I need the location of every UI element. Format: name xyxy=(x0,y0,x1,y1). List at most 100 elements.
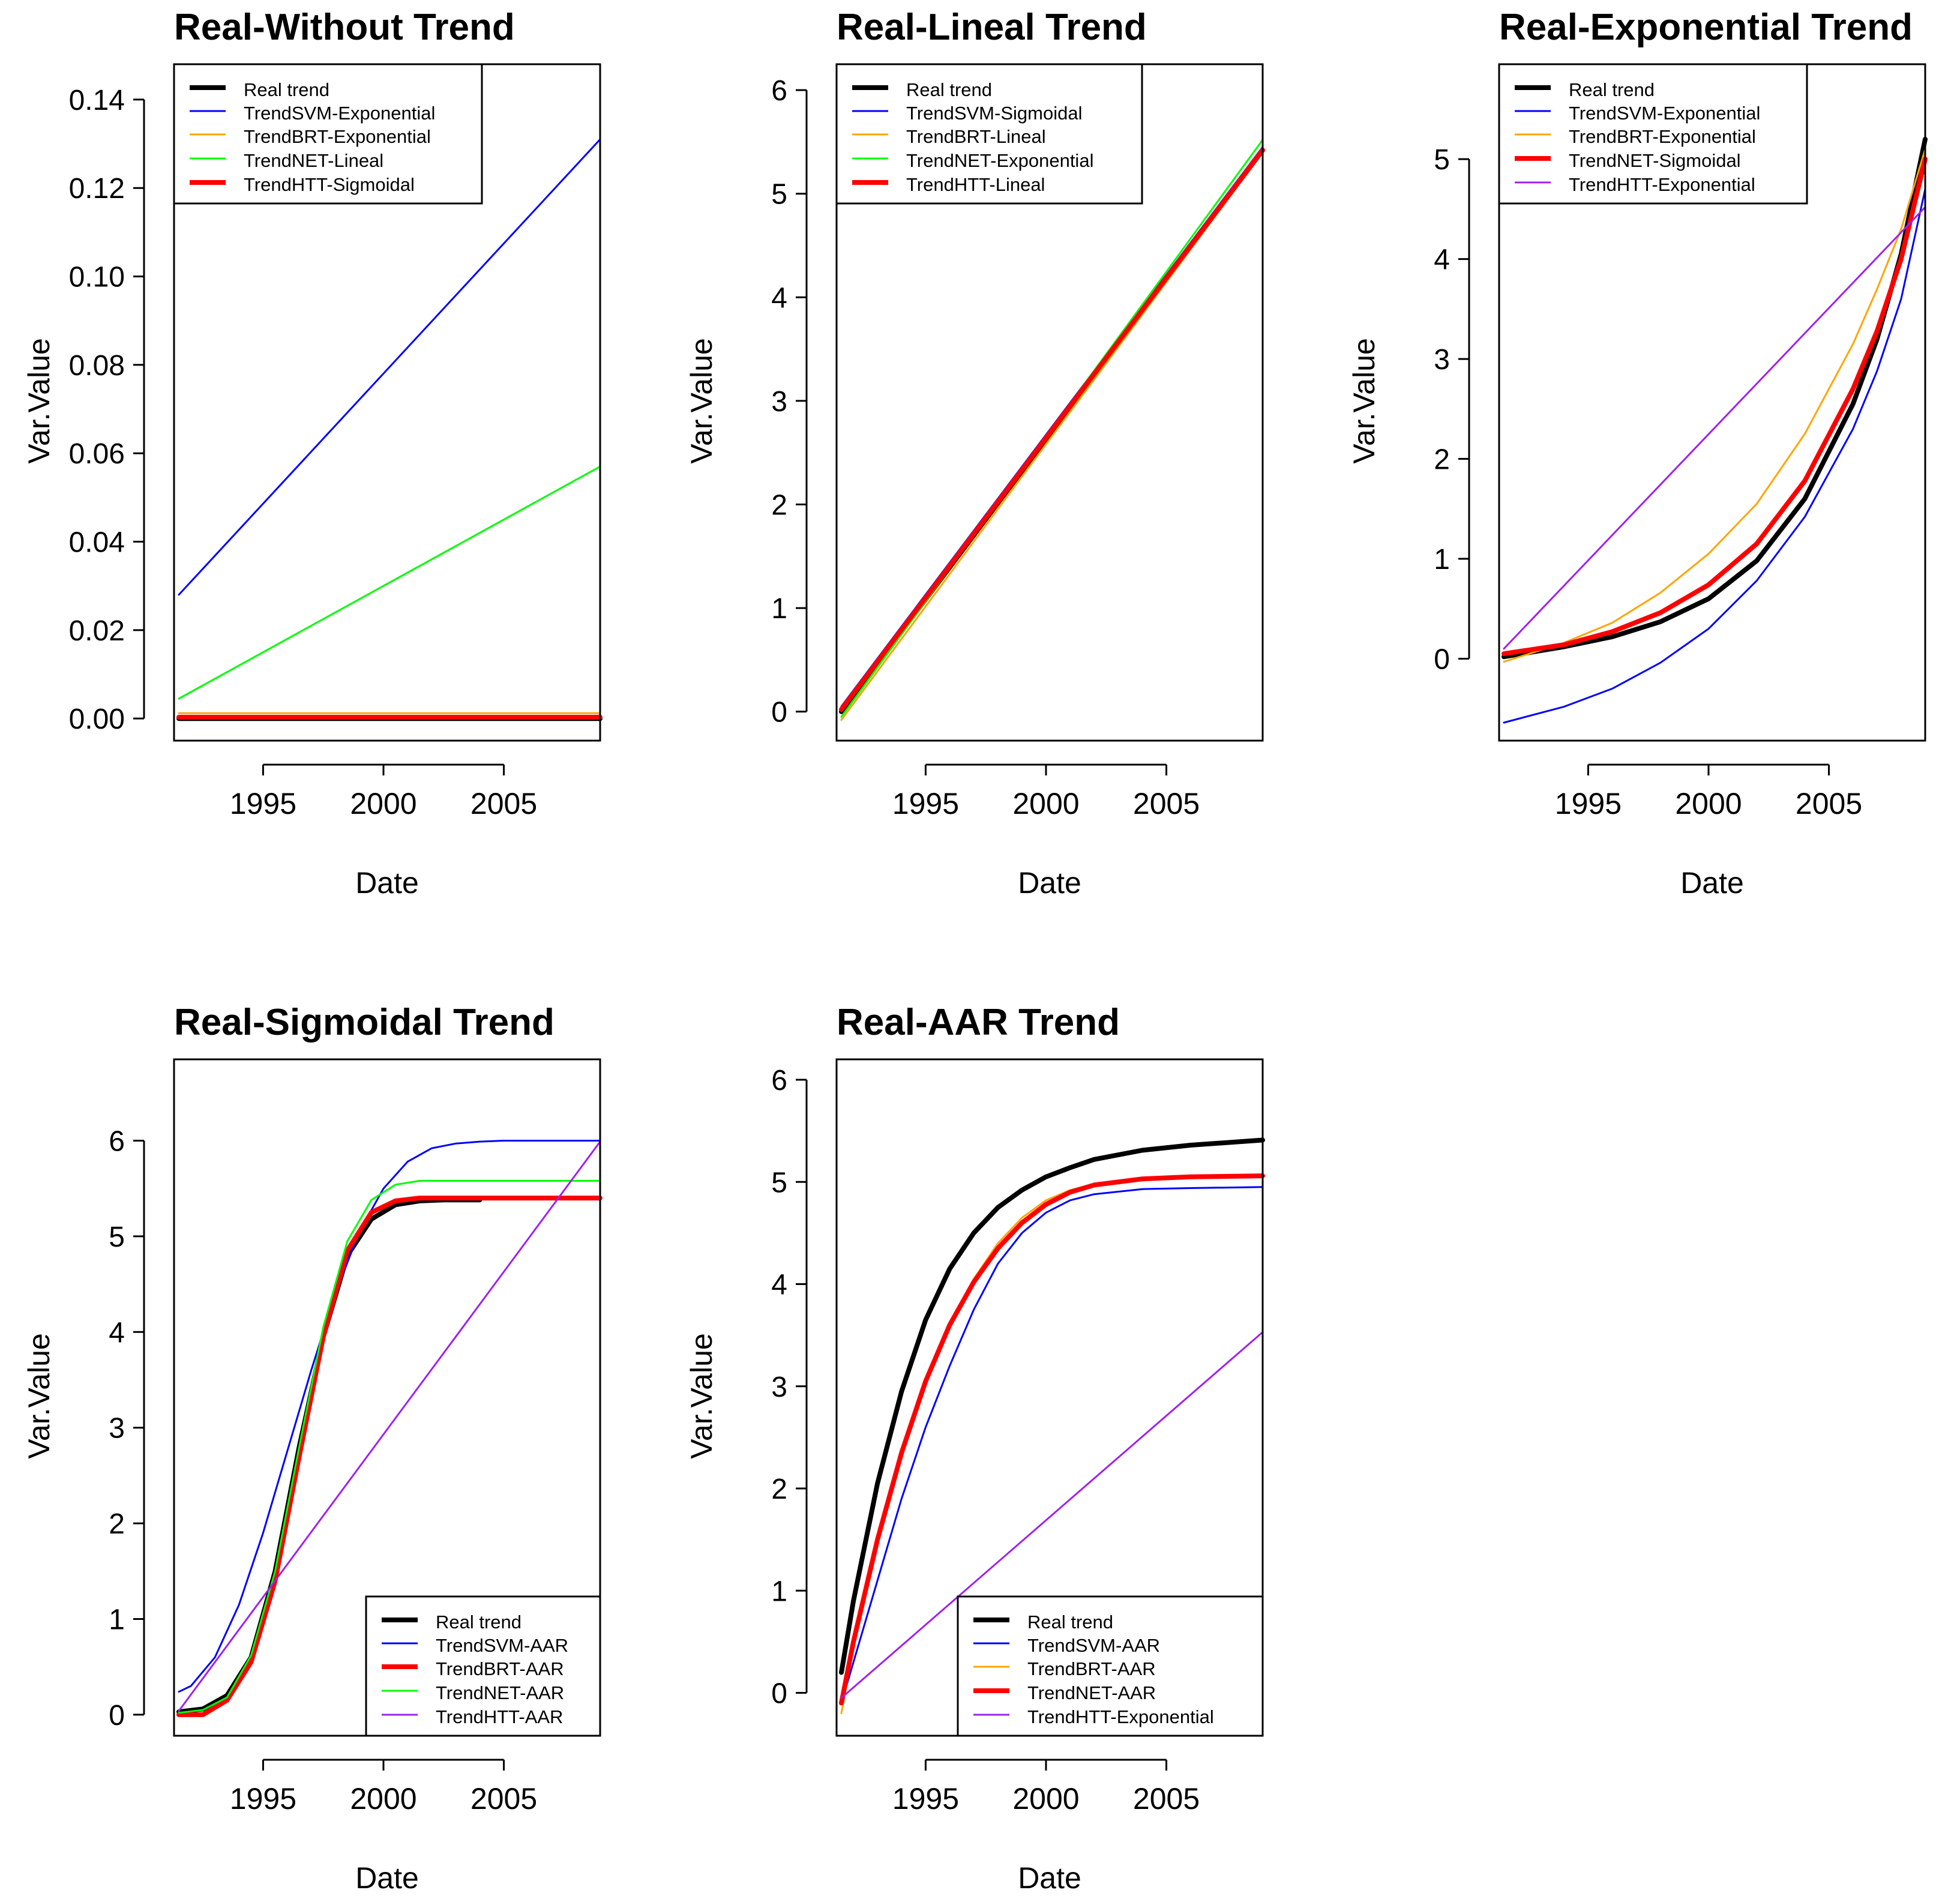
y-tick-label: 1 xyxy=(771,1575,787,1607)
series-line xyxy=(178,465,601,700)
legend-item: Real trend xyxy=(190,79,329,100)
y-tick-label: 2 xyxy=(771,1473,787,1505)
y-tick-label: 0.10 xyxy=(69,262,125,293)
legend-label: Real trend xyxy=(1027,1612,1113,1633)
legend-item: TrendHTT-Exponential xyxy=(1515,174,1755,195)
legend-label: TrendBRT-Exponential xyxy=(1569,126,1756,147)
legend-label: TrendNET-Lineal xyxy=(244,150,383,171)
legend-label: TrendNET-Sigmoidal xyxy=(1569,150,1741,171)
legend-item: TrendNET-Lineal xyxy=(190,150,383,171)
panel-real-without-trend: Real-Without Trend Var.Value Date 0.000.… xyxy=(22,7,603,900)
x-axis: 1995 2000 2005 xyxy=(230,1759,537,1816)
legend-item: TrendBRT-Lineal xyxy=(852,126,1046,147)
x-tick-label: 2005 xyxy=(1133,787,1200,820)
legend: Real trend TrendSVM-Exponential TrendBRT… xyxy=(173,63,483,205)
y-axis-label: Var.Value xyxy=(685,1333,718,1458)
panel-real-aar-trend: Real-AAR Trend Var.Value Date 0 1 2 3 4 5 6 19… xyxy=(685,1002,1265,1895)
y-tick-label: 6 xyxy=(109,1125,125,1157)
legend: Real trend TrendSVM-AAR TrendBRT-AAR Tre… xyxy=(365,1595,601,1737)
x-tick-label: 2005 xyxy=(1796,787,1862,820)
legend-item: TrendNET-AAR xyxy=(973,1682,1156,1703)
y-tick-label: 1 xyxy=(1434,544,1450,576)
y-tick-label: 0.00 xyxy=(69,703,125,735)
series-line xyxy=(1503,188,1926,724)
legend-label: TrendHTT-AAR xyxy=(436,1706,563,1727)
legend: Real trend TrendSVM-AAR TrendBRT-AAR Tre… xyxy=(957,1595,1264,1737)
y-tick-label: 3 xyxy=(771,386,787,418)
legend-item: TrendSVM-Exponential xyxy=(1515,103,1760,124)
x-tick-label: 2000 xyxy=(1012,787,1079,820)
plot-lines xyxy=(176,138,603,721)
legend-label: TrendBRT-AAR xyxy=(436,1658,564,1679)
y-tick-label: 2 xyxy=(109,1508,125,1540)
y-tick-label: 0.08 xyxy=(69,350,125,382)
legend-item: TrendSVM-AAR xyxy=(973,1635,1160,1656)
x-tick-label: 1995 xyxy=(892,1782,959,1816)
y-axis: 0 1 2 3 4 5 6 xyxy=(771,75,808,729)
legend-label: TrendHTT-Sigmoidal xyxy=(244,174,415,195)
legend-item: Real trend xyxy=(973,1612,1113,1633)
x-tick-label: 2000 xyxy=(350,787,416,820)
y-tick-label: 0.06 xyxy=(69,438,125,470)
legend-item: Real trend xyxy=(382,1612,522,1633)
series-line xyxy=(839,148,1265,712)
legend-label: TrendSVM-AAR xyxy=(1027,1635,1160,1656)
plot-lines xyxy=(839,1137,1265,1714)
y-tick-label: 6 xyxy=(771,75,787,107)
legend-label: Real trend xyxy=(1569,79,1655,100)
legend: Real trend TrendSVM-Exponential TrendBRT… xyxy=(1498,63,1808,205)
y-tick-label: 4 xyxy=(771,1269,787,1301)
y-axis: 0 1 2 3 4 5 xyxy=(1434,144,1470,675)
legend-label: TrendHTT-Lineal xyxy=(906,174,1045,195)
legend-item: Real trend xyxy=(1515,79,1655,100)
y-tick-label: 2 xyxy=(771,489,787,521)
y-tick-label: 1 xyxy=(109,1604,125,1636)
panel-title: Real-Lineal Trend xyxy=(837,7,1147,48)
legend-label: Real trend xyxy=(244,79,329,100)
y-tick-label: 0.14 xyxy=(69,85,125,116)
y-axis-label: Var.Value xyxy=(22,1333,56,1458)
legend-item: Real trend xyxy=(852,79,992,100)
x-tick-label: 2005 xyxy=(470,787,537,820)
legend-label: TrendSVM-Sigmoidal xyxy=(906,103,1082,124)
y-tick-label: 3 xyxy=(109,1413,125,1445)
y-tick-label: 0 xyxy=(1434,643,1450,675)
x-axis: 1995 2000 2005 xyxy=(1555,763,1862,820)
y-tick-label: 3 xyxy=(1434,344,1450,376)
legend-label: Real trend xyxy=(906,79,992,100)
series-line xyxy=(176,1196,603,1717)
series-line xyxy=(839,1137,1265,1675)
legend-item: TrendSVM-Sigmoidal xyxy=(852,103,1082,124)
x-axis: 1995 2000 2005 xyxy=(892,1759,1200,1816)
y-tick-label: 3 xyxy=(771,1371,787,1403)
legend-label: Real trend xyxy=(436,1612,522,1633)
legend-item: TrendSVM-Exponential xyxy=(190,103,435,124)
x-tick-label: 2005 xyxy=(1133,1782,1200,1816)
legend-item: TrendNET-Exponential xyxy=(852,150,1093,171)
legend-label: TrendSVM-Exponential xyxy=(1569,103,1760,124)
x-axis-label: Date xyxy=(355,1861,419,1895)
panel-title: Real-AAR Trend xyxy=(837,1002,1120,1043)
panel-real-lineal-trend: Real-Lineal Trend Var.Value Date 0 1 2 3 4 5 6… xyxy=(685,7,1265,900)
y-tick-label: 5 xyxy=(771,1167,787,1199)
legend-label: TrendSVM-Exponential xyxy=(244,103,435,124)
plot-lines xyxy=(839,139,1265,721)
x-tick-label: 2000 xyxy=(1012,1782,1079,1816)
legend-label: TrendHTT-Exponential xyxy=(1027,1706,1214,1727)
series-line xyxy=(840,1186,1264,1704)
series-line xyxy=(839,1173,1265,1706)
legend-item: TrendBRT-Exponential xyxy=(190,126,431,147)
y-tick-label: 4 xyxy=(109,1317,125,1349)
legend-item: TrendHTT-AAR xyxy=(382,1706,563,1727)
legend-label: TrendNET-AAR xyxy=(436,1682,564,1703)
x-tick-label: 2000 xyxy=(1675,787,1742,820)
legend-item: TrendHTT-Exponential xyxy=(973,1706,1214,1727)
legend-item: TrendHTT-Sigmoidal xyxy=(190,174,415,195)
x-axis-label: Date xyxy=(1680,866,1744,900)
series-line xyxy=(1503,148,1926,663)
x-tick-label: 2005 xyxy=(470,1782,537,1816)
y-axis: 0 1 2 3 4 5 6 xyxy=(109,1125,145,1732)
x-axis-label: Date xyxy=(1018,1861,1081,1895)
